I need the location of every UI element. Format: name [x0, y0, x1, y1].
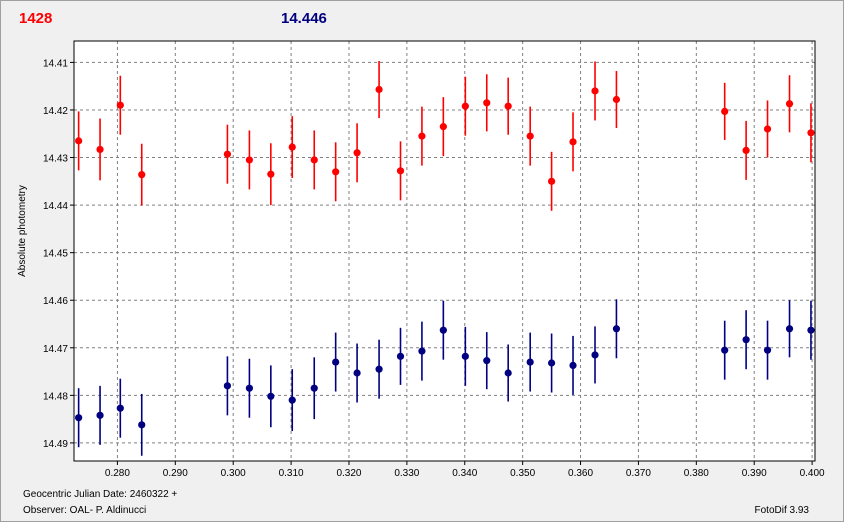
- data-point: [612, 95, 621, 104]
- y-tick-label: 14.44: [43, 201, 68, 212]
- data-point: [591, 351, 599, 359]
- data-point: [418, 132, 426, 140]
- data-point: [332, 358, 340, 366]
- data-point: [353, 369, 361, 377]
- data-point: [461, 102, 469, 110]
- data-point: [116, 101, 124, 109]
- x-tick-label: 0.370: [626, 468, 651, 479]
- data-point: [245, 384, 254, 392]
- data-point: [96, 145, 104, 154]
- data-point: [504, 369, 512, 377]
- x-tick-label: 0.380: [684, 468, 709, 479]
- data-point: [310, 156, 318, 164]
- data-point: [591, 87, 599, 95]
- data-point: [483, 357, 491, 365]
- data-point: [288, 143, 296, 151]
- x-tick-label: 0.350: [510, 468, 535, 479]
- y-tick-label: 14.45: [43, 249, 68, 260]
- data-point: [96, 411, 104, 419]
- data-point: [396, 352, 405, 360]
- data-point: [569, 138, 577, 146]
- data-point: [785, 100, 794, 108]
- y-tick-label: 14.43: [43, 154, 68, 165]
- data-point: [742, 146, 750, 154]
- plot-border: [73, 40, 816, 462]
- x-tick-label: 0.360: [568, 468, 593, 479]
- photometry-chart: 0.280 0.290 0.300 0.310 0.320 0.330 0.340 0.350…: [17, 40, 825, 479]
- data-point: [375, 365, 383, 373]
- observer-label: Observer: OAL- P. Aldinucci: [23, 505, 147, 516]
- y-tick-label: 14.41: [43, 58, 68, 69]
- data-point: [223, 382, 232, 390]
- data-point: [721, 107, 729, 115]
- x-tick-label: 0.320: [336, 468, 361, 479]
- data-point: [75, 137, 83, 145]
- y-tick-label: 14.47: [43, 344, 68, 355]
- data-point: [332, 168, 340, 176]
- data-point: [116, 404, 124, 412]
- data-point: [763, 125, 772, 133]
- data-point: [288, 396, 296, 404]
- x-tick-label: 0.340: [452, 468, 477, 479]
- x-tick-label: 0.310: [279, 468, 304, 479]
- data-point: [267, 392, 275, 400]
- data-point: [526, 358, 534, 366]
- plot-area: [74, 41, 815, 461]
- julian-date-label: Geocentric Julian Date: 2460322 +: [23, 489, 178, 500]
- data-point: [375, 85, 383, 94]
- data-point: [396, 167, 405, 175]
- data-point: [504, 102, 512, 110]
- data-point: [807, 129, 815, 137]
- data-point: [418, 347, 426, 355]
- data-point: [245, 156, 254, 164]
- y-tick-label: 14.48: [43, 391, 68, 402]
- data-point: [742, 336, 750, 344]
- x-tick-label: 0.390: [742, 468, 767, 479]
- data-point: [75, 414, 83, 422]
- y-axis-title: Absolute photometry: [17, 185, 28, 277]
- x-tick-label: 0.400: [800, 468, 825, 479]
- y-tick-label: 14.42: [43, 106, 68, 117]
- y-tick-label: 14.49: [43, 439, 68, 450]
- x-tick-label: 0.300: [221, 468, 246, 479]
- x-tick-label: 0.280: [105, 468, 130, 479]
- data-point: [439, 123, 447, 131]
- y-tick-label: 14.46: [43, 296, 68, 307]
- data-point: [353, 149, 361, 157]
- data-point: [526, 132, 534, 140]
- data-point: [763, 346, 772, 354]
- data-point: [612, 325, 621, 333]
- data-point: [785, 325, 794, 333]
- data-point: [721, 346, 729, 354]
- data-point: [807, 326, 815, 334]
- data-point: [310, 384, 318, 392]
- x-tick-label: 0.290: [163, 468, 188, 479]
- data-point: [547, 359, 556, 367]
- data-point: [547, 177, 556, 185]
- data-point: [223, 150, 232, 158]
- data-point: [461, 352, 469, 360]
- data-point: [138, 421, 146, 429]
- software-version-label: FotoDif 3.93: [754, 505, 809, 516]
- series1-value-label: 1428: [19, 10, 53, 27]
- data-point: [569, 361, 577, 369]
- data-point: [439, 326, 447, 334]
- data-point: [267, 170, 275, 178]
- data-point: [483, 99, 491, 107]
- data-point: [138, 171, 146, 179]
- x-tick-label: 0.330: [394, 468, 419, 479]
- series2-value-label: 14.446: [281, 10, 327, 27]
